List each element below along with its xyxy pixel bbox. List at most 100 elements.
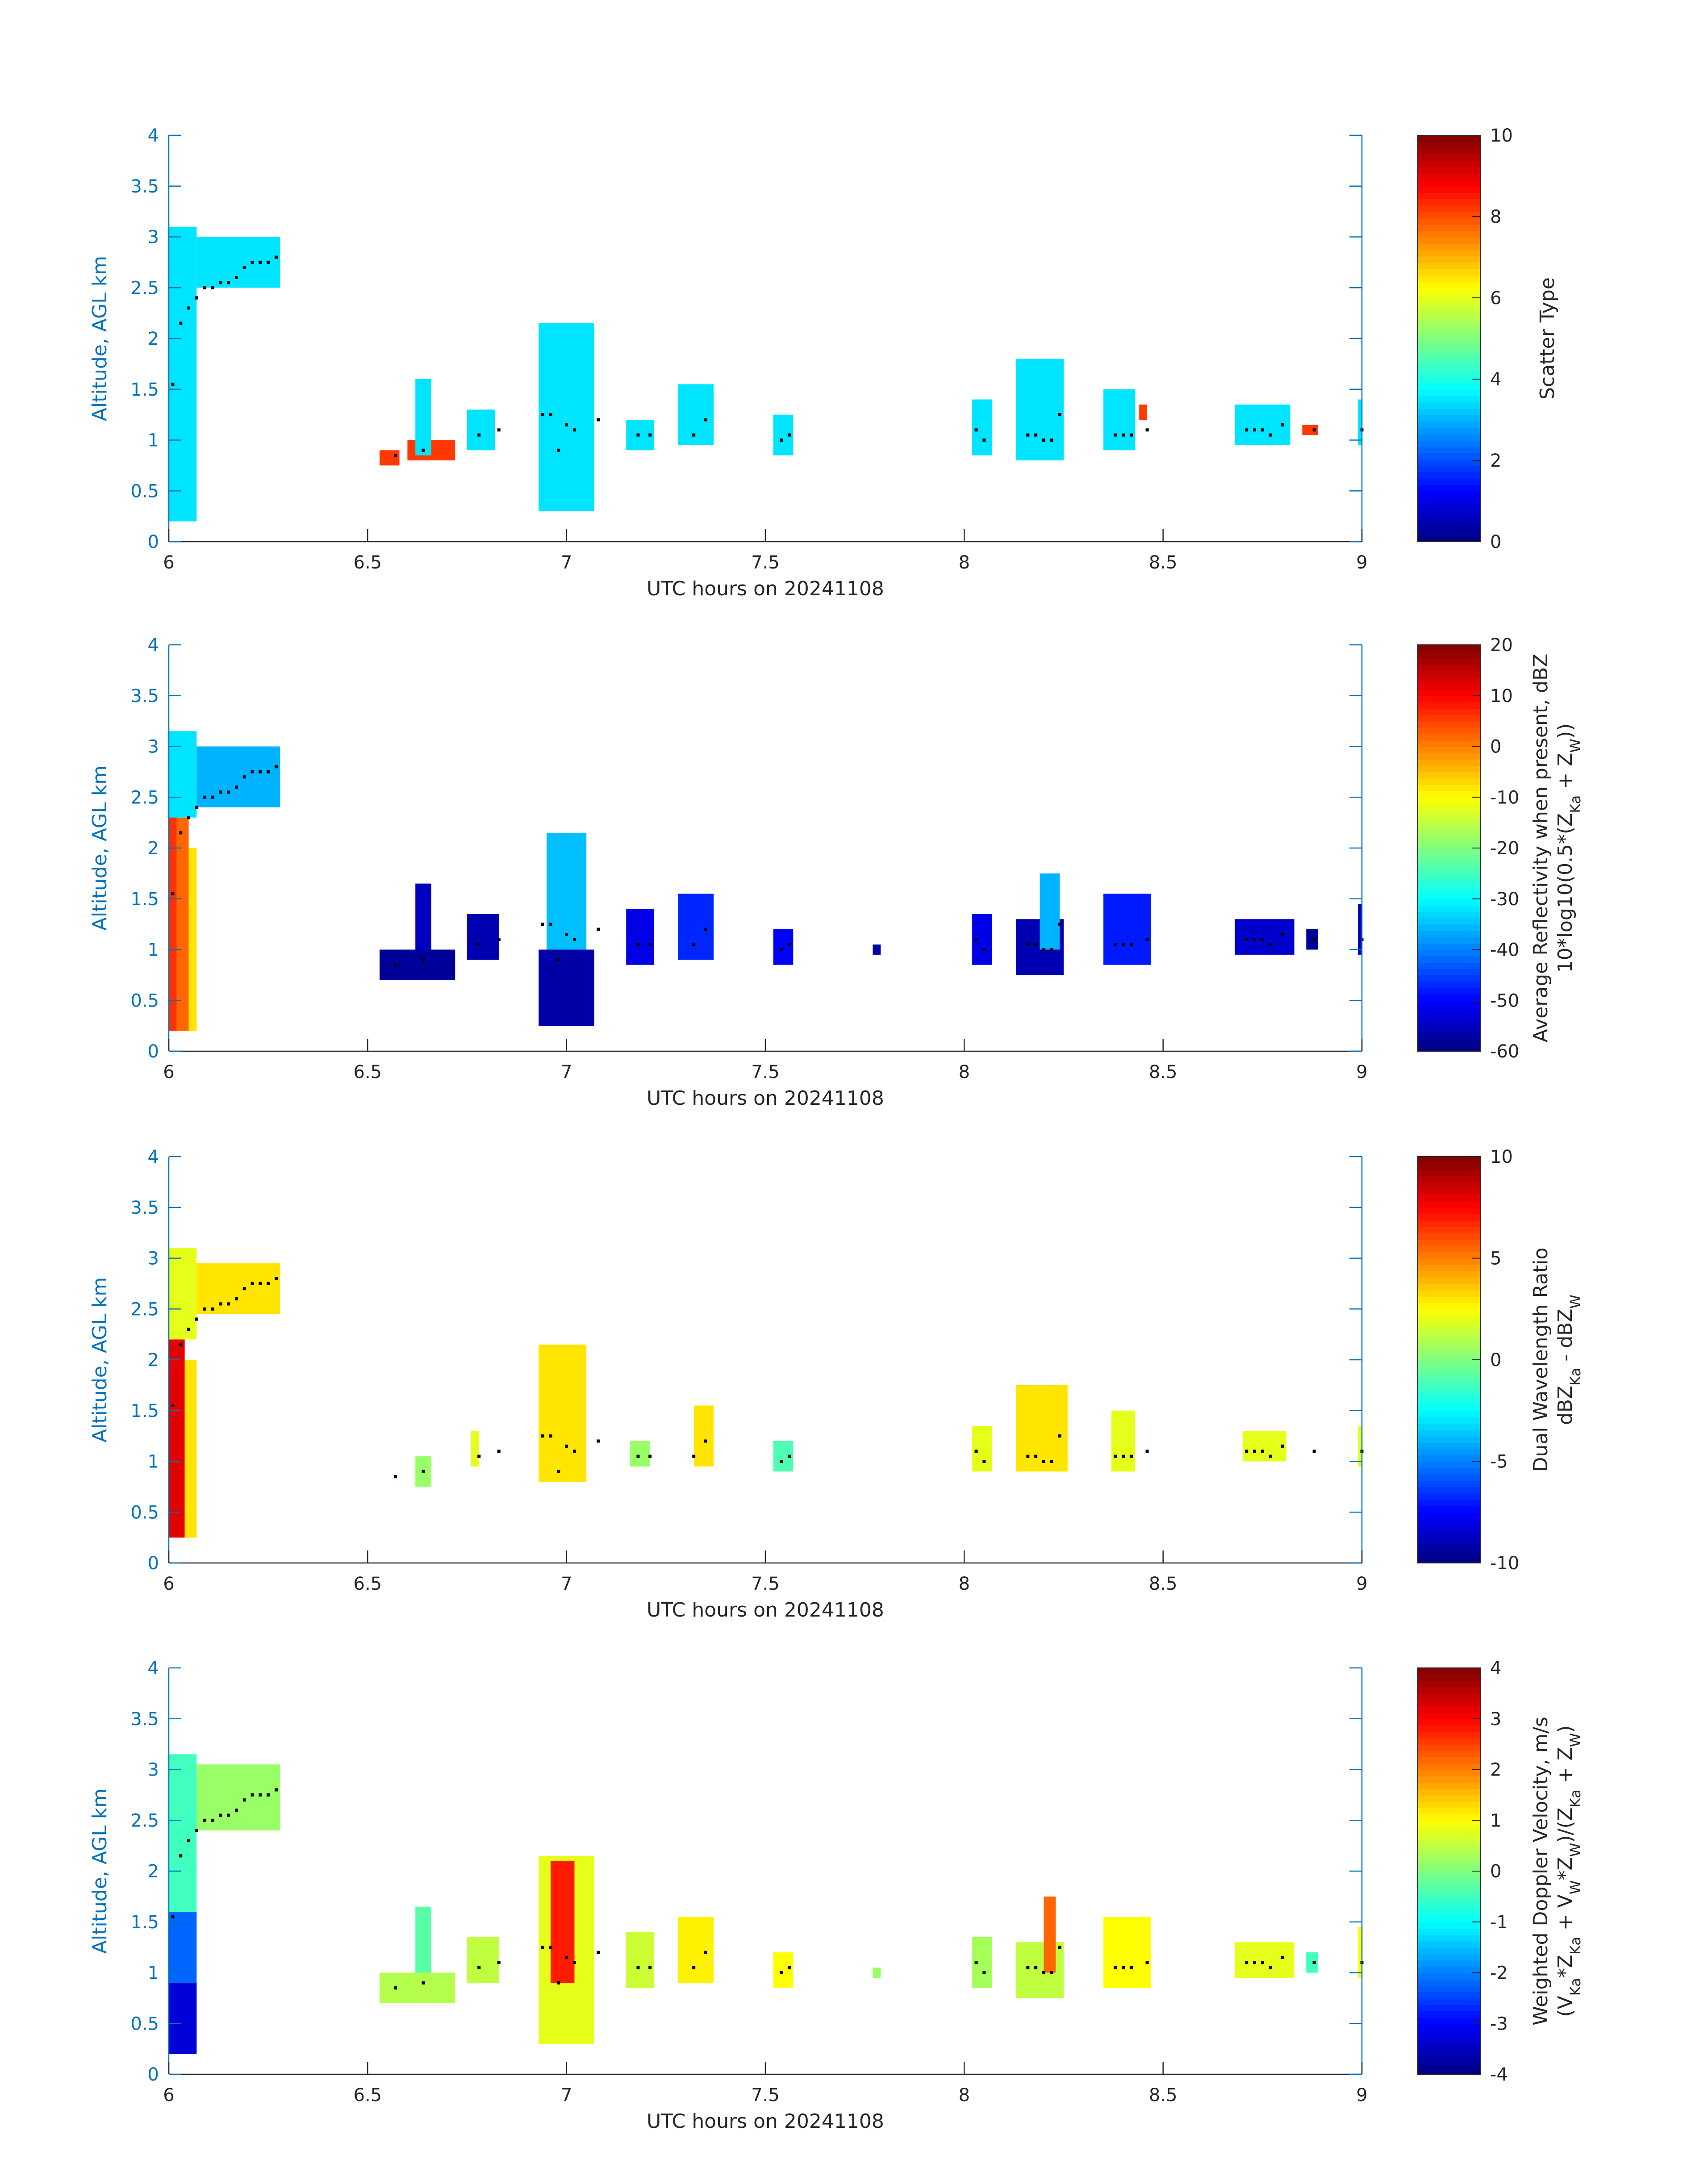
panel-2-cloud-top-markers [171, 765, 1364, 967]
colorbar-swatch [1418, 1776, 1480, 1783]
heatmap-cell [972, 399, 992, 455]
panel-1-colorbar: 0 2 4 6 8 10 Scatter Type [1417, 125, 1559, 552]
colorbar-swatch [1418, 911, 1480, 919]
cloud-top-marker [251, 1793, 254, 1797]
cloud-top-marker [203, 1307, 206, 1311]
panel-4-heatmap [169, 1754, 1362, 2054]
colorbar-swatch [1418, 332, 1480, 339]
cloud-top-marker [636, 1454, 640, 1458]
colorbar-swatch [1418, 421, 1480, 428]
colorbar-swatch [1418, 1309, 1480, 1316]
cloud-top-marker [1058, 1434, 1061, 1438]
cloud-top-marker [982, 439, 986, 442]
colorbar-swatch [1418, 1700, 1480, 1707]
colorbar-swatch [1418, 1852, 1480, 1859]
y-tick-label: 3 [148, 737, 159, 757]
colorbar-swatch [1418, 1328, 1480, 1335]
colorbar-swatch [1418, 408, 1480, 415]
heatmap-cell [415, 883, 431, 950]
colorbar-swatch [1418, 1157, 1480, 1164]
colorbar-swatch [1418, 452, 1480, 460]
x-tick-label: 6 [163, 1062, 174, 1082]
colorbar-swatch [1418, 645, 1480, 652]
cloud-top-marker [780, 948, 783, 951]
cloud-top-marker [1042, 1971, 1045, 1974]
colorbar-swatch [1418, 294, 1480, 301]
colorbar-tick-label: -10 [1490, 787, 1519, 808]
heatmap-cell [467, 914, 499, 960]
y-tick-label: 2 [148, 1861, 159, 1882]
colorbar-swatch [1418, 1839, 1480, 1847]
cloud-top-marker [1281, 932, 1284, 936]
colorbar-swatch [1418, 237, 1480, 244]
cloud-top-marker [1145, 938, 1149, 941]
cloud-top-marker [636, 433, 640, 437]
colorbar-swatch [1418, 2023, 1480, 2031]
y-tick-label: 1.5 [130, 889, 159, 910]
colorbar-swatch [1418, 351, 1480, 358]
colorbar-swatch [1418, 740, 1480, 747]
colorbar-swatch [1418, 1264, 1480, 1271]
heatmap-cell [539, 949, 595, 1026]
colorbar-tick-label: 2 [1490, 451, 1501, 471]
cloud-top-marker [1312, 1450, 1316, 1453]
colorbar-swatch [1418, 880, 1480, 887]
cloud-top-marker [394, 1986, 397, 1990]
colorbar-swatch [1418, 326, 1480, 333]
x-tick-label: 6 [163, 1574, 174, 1594]
colorbar-swatch [1418, 1725, 1480, 1732]
colorbar-swatch [1418, 1525, 1480, 1532]
colorbar-swatch [1418, 1026, 1480, 1033]
heatmap-cell [1044, 1896, 1056, 1973]
heatmap-cell [1306, 1952, 1319, 1973]
cloud-top-marker [557, 448, 560, 452]
cloud-top-marker [1114, 943, 1117, 946]
y-axis-label: Altitude, AGL km [88, 765, 111, 931]
colorbar-swatch [1418, 205, 1480, 212]
y-tick-label: 0 [148, 532, 159, 552]
y-tick-label: 2.5 [130, 1299, 159, 1320]
colorbar-swatch [1418, 841, 1480, 848]
colorbar-swatch [1418, 1195, 1480, 1202]
cloud-top-marker [780, 439, 783, 442]
colorbar-tick-label: -2 [1490, 1963, 1508, 1984]
colorbar-swatch [1418, 1480, 1480, 1488]
colorbar-swatch [1418, 1360, 1480, 1367]
x-tick-label: 6.5 [354, 1574, 382, 1594]
colorbar-swatch [1418, 759, 1480, 766]
cloud-top-marker [1050, 439, 1053, 442]
heatmap-cell [169, 1248, 197, 1340]
colorbar-swatch [1418, 1718, 1480, 1726]
heatmap-cell [1016, 1385, 1068, 1472]
cloud-top-marker [1269, 433, 1272, 437]
colorbar-swatch [1418, 440, 1480, 447]
colorbar-tick-label: 0 [1490, 532, 1501, 552]
cloud-top-marker [1145, 428, 1149, 432]
x-axis-label: UTC hours on 20241108 [647, 577, 884, 600]
cloud-top-marker [780, 1460, 783, 1463]
cloud-top-marker [211, 286, 214, 289]
x-tick-label: 8 [959, 1062, 970, 1082]
cloud-top-marker [227, 1302, 230, 1306]
colorbar-swatch [1418, 1429, 1480, 1437]
y-tick-label: 1 [148, 940, 159, 961]
heatmap-cell [196, 237, 280, 288]
colorbar-swatch [1418, 1947, 1480, 1954]
panel-4-cloud-top-markers [171, 1788, 1364, 1990]
heatmap-cell [547, 832, 587, 950]
heatmap-cell [1358, 1927, 1362, 1978]
colorbar-swatch [1418, 364, 1480, 371]
x-tick-label: 9 [1356, 1574, 1367, 1594]
cloud-top-marker [557, 1470, 560, 1473]
x-tick-label: 8.5 [1149, 1574, 1178, 1594]
x-tick-label: 7.5 [751, 1062, 780, 1082]
y-axis-label: Altitude, AGL km [88, 256, 111, 421]
cloud-top-marker [1026, 943, 1030, 946]
heatmap-cell [1234, 1942, 1295, 1978]
y-tick-label: 0 [148, 1041, 159, 1062]
colorbar-tick-label: 8 [1490, 207, 1501, 227]
colorbar-swatch [1418, 1258, 1480, 1265]
colorbar-swatch [1418, 1175, 1480, 1183]
cloud-top-marker [234, 786, 238, 789]
